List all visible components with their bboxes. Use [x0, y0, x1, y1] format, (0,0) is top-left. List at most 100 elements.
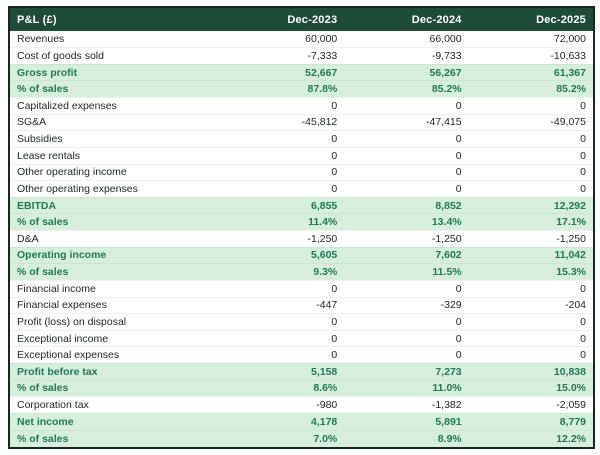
table-row: SG&A -45,812 -47,415 -49,075 — [10, 113, 593, 131]
cell-value: 10,838 — [468, 363, 593, 381]
cell-value: -447 — [219, 296, 345, 314]
column-header: Dec-2025 — [468, 8, 593, 31]
row-label: Lease rentals — [10, 146, 220, 164]
cell-value: 12.2% — [468, 429, 593, 447]
row-label: Profit before tax — [10, 363, 220, 381]
cell-value: 0 — [344, 279, 469, 297]
cell-value: 0 — [344, 180, 469, 198]
table-row: Subsidies 0 0 0 — [10, 130, 593, 148]
table-row: Corporation tax -980 -1,382 -2,059 — [10, 396, 593, 414]
cell-value: -47,415 — [344, 113, 469, 131]
cell-value: 0 — [468, 346, 593, 364]
cell-value: 15.3% — [468, 263, 593, 281]
cell-value: 0 — [344, 346, 469, 364]
cell-value: 0 — [468, 130, 593, 148]
row-label: Operating income — [10, 246, 220, 264]
cell-value: 52,667 — [219, 63, 345, 81]
cell-value: 0 — [219, 279, 345, 297]
cell-value: -204 — [468, 296, 593, 314]
cell-value: 0 — [219, 346, 345, 364]
pnl-table-body: Revenues 60,000 66,000 72,000 Cost of goods … — [10, 31, 593, 447]
row-label: Profit (loss) on disposal — [10, 313, 220, 331]
row-label: EBITDA — [10, 196, 220, 214]
cell-value: 12,292 — [468, 196, 593, 214]
cell-value: 0 — [219, 180, 345, 198]
row-label: % of sales — [10, 379, 220, 397]
row-label: Corporation tax — [10, 396, 220, 414]
table-row: Profit before tax 5,158 7,273 10,838 — [10, 363, 593, 381]
cell-value: 8.9% — [344, 429, 469, 447]
cell-value: 8,852 — [344, 196, 469, 214]
table-row: Operating income 5,605 7,602 11,042 — [10, 246, 593, 264]
table-row: % of sales 7.0% 8.9% 12.2% — [10, 429, 593, 447]
column-header: Dec-2024 — [344, 8, 469, 31]
cell-value: 11,042 — [468, 246, 593, 264]
table-row: Revenues 60,000 66,000 72,000 — [10, 31, 593, 48]
cell-value: -1,250 — [219, 230, 345, 248]
table-row: Cost of goods sold -7,333 -9,733 -10,633 — [10, 47, 593, 65]
table-row: EBITDA 6,855 8,852 12,292 — [10, 196, 593, 214]
column-header: Dec-2023 — [219, 8, 345, 31]
cell-value: -7,333 — [219, 47, 345, 65]
row-label: Cost of goods sold — [10, 47, 220, 65]
row-label: Other operating income — [10, 163, 220, 181]
cell-value: 9.3% — [219, 263, 345, 281]
cell-value: 0 — [219, 163, 345, 181]
pnl-table-frame: P&L (£) Dec-2023 Dec-2024 Dec-2025 Revenues… — [8, 6, 595, 449]
cell-value: 87.8% — [219, 80, 345, 98]
pnl-table: P&L (£) Dec-2023 Dec-2024 Dec-2025 Revenues… — [10, 8, 593, 447]
table-row: D&A -1,250 -1,250 -1,250 — [10, 230, 593, 248]
row-label: % of sales — [10, 80, 220, 98]
cell-value: 0 — [219, 146, 345, 164]
cell-value: 0 — [468, 279, 593, 297]
table-row: % of sales 87.8% 85.2% 85.2% — [10, 80, 593, 98]
cell-value: -1,250 — [344, 230, 469, 248]
cell-value: 0 — [344, 97, 469, 115]
cell-value: 5,605 — [219, 246, 345, 264]
cell-value: 56,267 — [344, 63, 469, 81]
table-row: Other operating expenses 0 0 0 — [10, 180, 593, 198]
cell-value: -49,075 — [468, 113, 593, 131]
cell-value: 85.2% — [344, 80, 469, 98]
table-row: % of sales 9.3% 11.5% 15.3% — [10, 263, 593, 281]
cell-value: 0 — [344, 163, 469, 181]
cell-value: -2,059 — [468, 396, 593, 414]
table-row: Exceptional expenses 0 0 0 — [10, 346, 593, 364]
row-label: Exceptional income — [10, 329, 220, 347]
cell-value: 0 — [468, 180, 593, 198]
cell-value: 8,779 — [468, 412, 593, 430]
row-label: SG&A — [10, 113, 220, 131]
table-row: Gross profit 52,667 56,267 61,367 — [10, 63, 593, 81]
row-label: Financial income — [10, 279, 220, 297]
cell-value: -10,633 — [468, 47, 593, 65]
cell-value: 4,178 — [219, 412, 345, 430]
cell-value: 0 — [344, 146, 469, 164]
cell-value: 8.6% — [219, 379, 345, 397]
table-row: Financial expenses -447 -329 -204 — [10, 296, 593, 314]
table-title-cell: P&L (£) — [10, 8, 220, 31]
table-row: % of sales 11.4% 13.4% 17.1% — [10, 213, 593, 231]
cell-value: 6,855 — [219, 196, 345, 214]
header-row: P&L (£) Dec-2023 Dec-2024 Dec-2025 — [10, 8, 593, 31]
cell-value: 7,273 — [344, 363, 469, 381]
cell-value: 7.0% — [219, 429, 345, 447]
row-label: % of sales — [10, 213, 220, 231]
table-row: Lease rentals 0 0 0 — [10, 146, 593, 164]
cell-value: 0 — [344, 130, 469, 148]
row-label: % of sales — [10, 429, 220, 447]
row-label: Other operating expenses — [10, 180, 220, 198]
cell-value: 0 — [468, 163, 593, 181]
cell-value: 0 — [219, 97, 345, 115]
row-label: Revenues — [17, 33, 65, 46]
cell-value: 0 — [468, 146, 593, 164]
cell-value: 7,602 — [344, 246, 469, 264]
cell-value: 0 — [219, 313, 345, 331]
cell-value: 66,000 — [429, 33, 462, 46]
cell-value: -1,250 — [468, 230, 593, 248]
cell-value: -980 — [219, 396, 345, 414]
cell-value: 0 — [344, 329, 469, 347]
cell-value: -329 — [344, 296, 469, 314]
row-label: % of sales — [10, 263, 220, 281]
row-label: Financial expenses — [10, 296, 220, 314]
row-label: Capitalized expenses — [10, 97, 220, 115]
